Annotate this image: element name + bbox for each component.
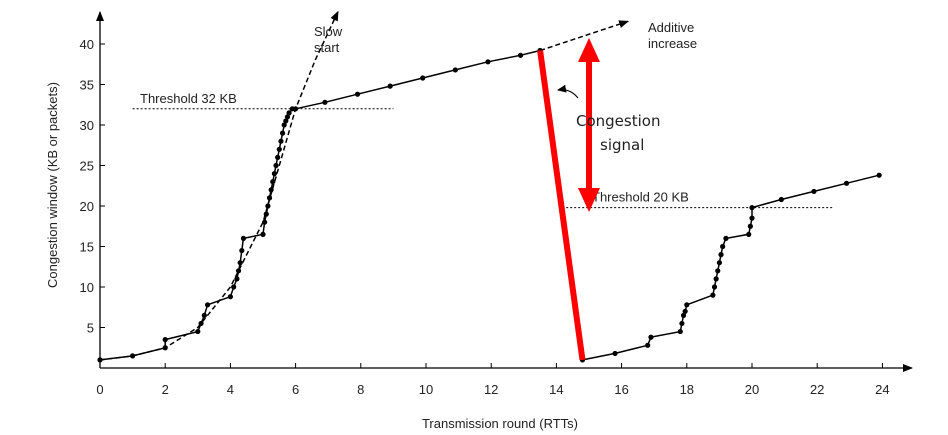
cwnd-point [517,52,524,58]
cwnd-point [677,328,683,335]
cwnd-point [747,223,753,229]
cwnd-point [682,308,688,314]
threshold-label: Threshold 32 KB [140,91,237,106]
congestion-signal-line-2: signal [600,136,644,154]
dashed-trend-line [99,10,339,361]
cwnd-point [645,342,651,348]
x-tick-label: 24 [875,382,889,397]
cwnd-point [749,205,755,211]
cwnd-point [281,122,287,128]
x-tick-label: 14 [549,382,563,397]
slow-start-line-2: start [314,40,340,55]
x-tick-label: 16 [614,382,628,397]
cwnd-point [876,172,882,178]
y-tick-label: 15 [80,240,94,255]
x-tick-label: 20 [745,382,759,397]
cwnd-point [270,179,276,185]
cwnd-point [716,260,723,266]
congestion-signal-curved-arrow [557,84,579,99]
x-tick-label: 0 [96,382,103,397]
cwnd-point [278,138,284,144]
cwnd-point [276,146,282,152]
cwnd-point [718,252,724,258]
cwnd-point [260,231,266,237]
cwnd-point [811,188,817,195]
additive-increase-line-2: increase [648,36,697,51]
y-tick-label: 10 [80,280,94,295]
cwnd-point [237,260,243,266]
cwnd-point [843,180,850,186]
cwnd-point [679,320,685,327]
cwnd-point [275,154,281,160]
dashed-trend-line [539,20,630,52]
cwnd-point [262,219,268,225]
y-tick-label: 40 [80,37,94,52]
cwnd-point [713,276,719,282]
x-tick-label: 12 [484,382,498,397]
cwnd-point [452,67,458,73]
y-axis-title: Congestion window (KB or packets) [45,82,60,288]
x-tick-label: 22 [810,382,824,397]
cwnd-point [322,99,328,105]
cwnd-point [684,302,690,308]
congestion-signal-label: Congestion signal [576,112,665,154]
x-tick-label: 6 [292,382,299,397]
slow-start-line-1: Slow [314,24,343,39]
x-tick-label: 4 [227,382,234,397]
cwnd-point [612,350,618,357]
cwnd-point [231,284,237,290]
y-tick-label: 20 [80,199,94,214]
cwnd-point [283,118,289,124]
cwnd-point [387,83,393,89]
cwnd-point [204,302,211,308]
cwnd-point [723,235,729,241]
cwnd-point [279,130,286,136]
additive-increase-line-1: Additive [648,20,694,35]
cwnd-point [201,312,207,318]
cwnd-point [286,110,292,116]
cwnd-point [235,268,242,274]
cwnd-point [720,243,726,250]
cwnd-point [240,235,247,241]
y-tick-label: 5 [87,321,94,336]
x-tick-label: 2 [162,382,169,397]
cwnd-point [234,276,240,282]
x-tick-label: 8 [357,382,364,397]
y-tick-label: 30 [80,118,94,133]
cwnd-point [227,294,233,300]
additive-increase-label: Additive increase [648,20,698,51]
cwnd-point [284,114,291,120]
cwnd-point [271,171,278,177]
cwnd-point [680,312,687,318]
x-axis-title: Transmission round (RTTs) [422,416,578,431]
x-tick-label: 10 [419,382,433,397]
cwnd-point [711,284,718,290]
cwnd-point [648,334,654,340]
cwnd-point [778,196,784,203]
cwnd-point [354,91,361,97]
cwnd-point [239,247,245,254]
cwnd-point [749,215,755,221]
y-tick-label: 35 [80,78,94,93]
cwnd-point [485,59,491,65]
threshold-label: Threshold 20 KB [592,190,689,205]
cwnd-point [746,231,752,237]
y-tick-label: 25 [80,159,94,174]
slow-start-label: Slow start [314,24,346,55]
x-tick-label: 18 [680,382,694,397]
cwnd-point [195,328,201,335]
cwnd-point [715,268,721,274]
congestion-drop-line [537,50,586,361]
cwnd-point [162,337,168,343]
cwnd-point [420,75,426,81]
congestion-signal-line-1: Congestion [576,112,660,130]
cwnd-point [273,162,279,169]
cwnd-point [710,292,716,298]
